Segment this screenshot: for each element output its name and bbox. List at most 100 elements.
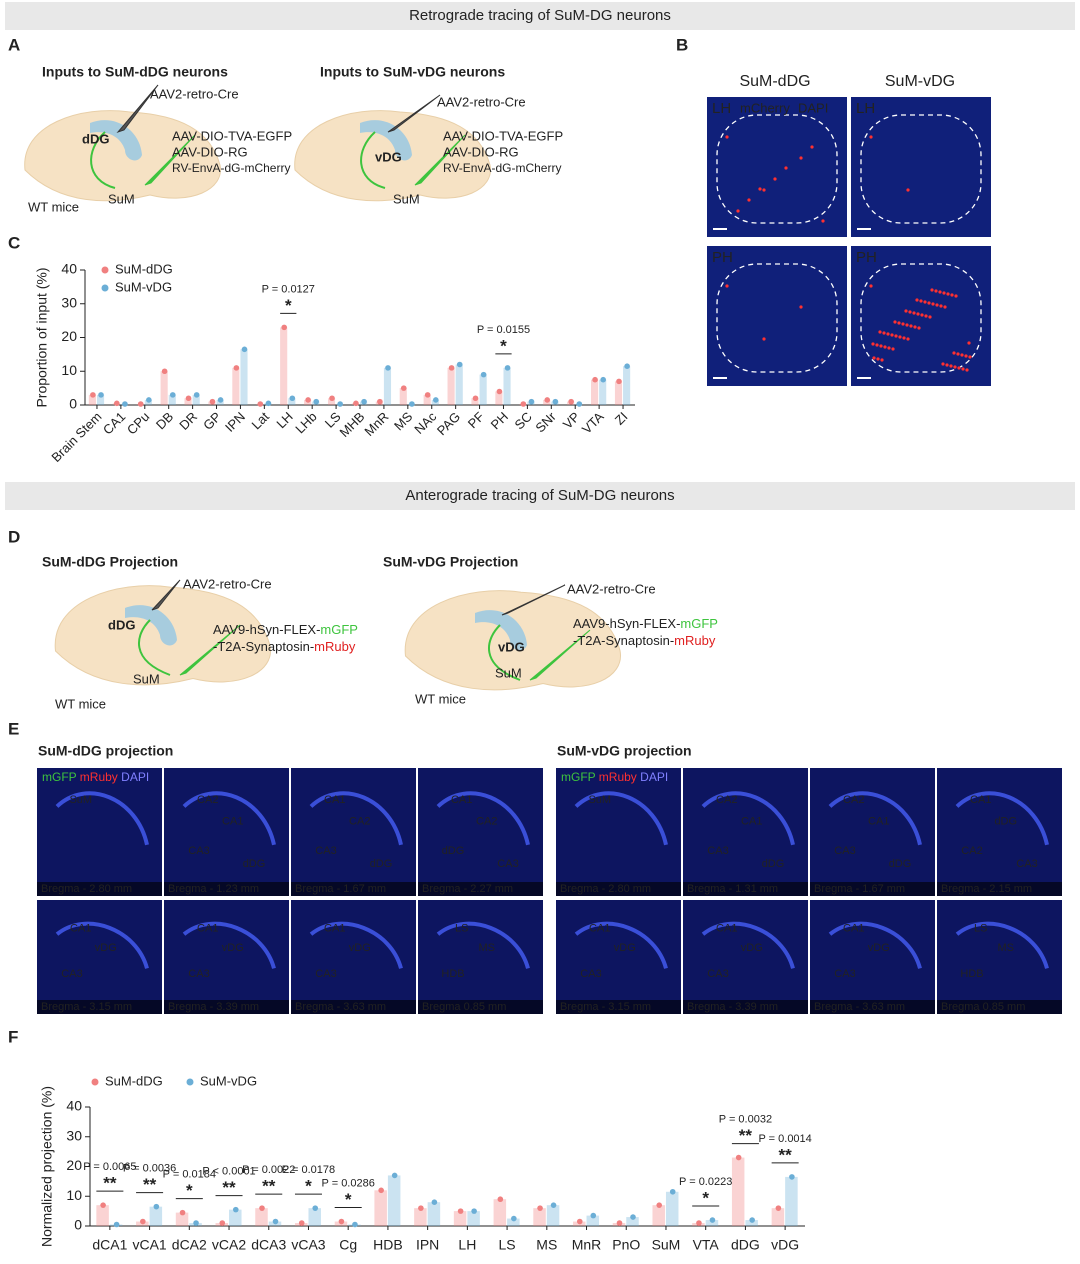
label: Inputs to SuM-dDG neurons <box>42 64 228 80</box>
mean-dot <box>431 1199 438 1205</box>
x-tick-label: LH <box>273 409 295 431</box>
label: PH <box>856 249 877 266</box>
x-tick-label: DB <box>153 409 176 432</box>
mean-dot <box>233 365 240 371</box>
x-tick-label: SuM <box>652 1237 681 1253</box>
mean-dot <box>259 1205 265 1211</box>
bar <box>591 379 599 405</box>
bar <box>160 371 168 405</box>
roi <box>716 263 838 373</box>
bar <box>96 1205 109 1226</box>
label: dDG <box>370 858 393 870</box>
x-tick-label: dCA3 <box>251 1237 286 1253</box>
tissue-band <box>309 921 403 969</box>
mean-dot <box>193 392 200 398</box>
label: CA2 <box>197 794 218 806</box>
mean-dot <box>656 1202 663 1208</box>
label: LH <box>712 100 731 117</box>
construct-part: AAV9-hSyn-FLEX- <box>573 616 680 631</box>
cell <box>945 363 949 367</box>
mean-dot <box>241 346 248 353</box>
label: Bregma - 2.80 mm <box>41 883 132 895</box>
label: SuM-vDG Projection <box>383 554 518 570</box>
p-value: P = 0.0127 <box>262 283 315 295</box>
stain: mRuby <box>80 770 118 784</box>
label: CA1 <box>324 794 345 806</box>
y-tick-label: 30 <box>66 1127 82 1143</box>
cell <box>906 188 910 192</box>
mean-dot <box>775 1205 782 1211</box>
mean-dot <box>265 400 272 407</box>
label: CA3 <box>188 968 209 980</box>
roi <box>860 114 982 224</box>
x-tick-label: MS <box>391 409 416 434</box>
x-tick-label: vDG <box>771 1237 799 1253</box>
bar <box>399 388 407 405</box>
tissue-band <box>955 921 1049 969</box>
bar <box>387 1175 401 1226</box>
brain-outline <box>294 110 491 202</box>
mean-dot <box>568 398 574 405</box>
label: dDG <box>243 858 266 870</box>
cell <box>898 335 902 339</box>
hippocampus <box>90 120 142 161</box>
cell <box>887 346 891 350</box>
bar <box>240 349 248 405</box>
header-band <box>5 482 1075 510</box>
mean-dot <box>209 398 216 405</box>
cell <box>762 337 766 341</box>
x-tick-label: PAG <box>434 409 463 438</box>
bar <box>175 1212 189 1226</box>
mean-dot <box>749 1217 755 1223</box>
pipette <box>144 134 196 186</box>
mean-dot <box>456 361 463 368</box>
pipette <box>414 134 466 186</box>
mean-dot <box>161 368 168 375</box>
x-tick-label: PH <box>488 409 511 432</box>
label: CA2 <box>716 794 737 806</box>
bar <box>652 1205 665 1226</box>
legend-marker <box>186 1078 194 1086</box>
x-tick-label: SNr <box>532 408 559 435</box>
mean-dot <box>337 401 343 407</box>
cell <box>946 292 950 296</box>
cell <box>931 302 935 306</box>
bar <box>546 1205 560 1226</box>
mean-dot <box>552 398 559 405</box>
cell <box>799 156 803 160</box>
mean-dot <box>185 395 192 402</box>
significance: ** <box>222 1178 236 1197</box>
bar <box>192 394 200 405</box>
bar <box>453 1211 467 1226</box>
cell <box>762 188 766 192</box>
label: LS <box>974 922 987 934</box>
bar <box>455 364 463 405</box>
panel-letter: D <box>8 527 20 546</box>
cell <box>912 311 916 315</box>
significance: * <box>345 1190 352 1209</box>
bar <box>308 1208 321 1226</box>
significance: * <box>500 336 507 355</box>
bar <box>731 1157 745 1226</box>
mean-dot <box>140 1218 146 1225</box>
stain: DAPI <box>640 770 668 784</box>
cell <box>773 177 777 181</box>
roi <box>716 114 838 224</box>
bar <box>374 1190 387 1226</box>
cell <box>906 337 910 341</box>
x-tick-label: MHB <box>337 409 368 440</box>
label: AAV2-retro-Cre <box>567 581 656 596</box>
cell <box>943 305 947 309</box>
tissue-band <box>309 791 403 846</box>
panel-letter: E <box>8 719 19 738</box>
cell <box>960 353 964 357</box>
cell <box>875 343 879 347</box>
mean-dot <box>352 1221 358 1228</box>
cell <box>957 366 961 370</box>
mean-dot <box>98 392 104 398</box>
x-tick-label: MnR <box>572 1237 602 1253</box>
x-tick-label: MnR <box>361 409 391 439</box>
p-value: P = 0.0036 <box>123 1163 176 1175</box>
p-value: P = 0.0178 <box>282 1164 335 1176</box>
